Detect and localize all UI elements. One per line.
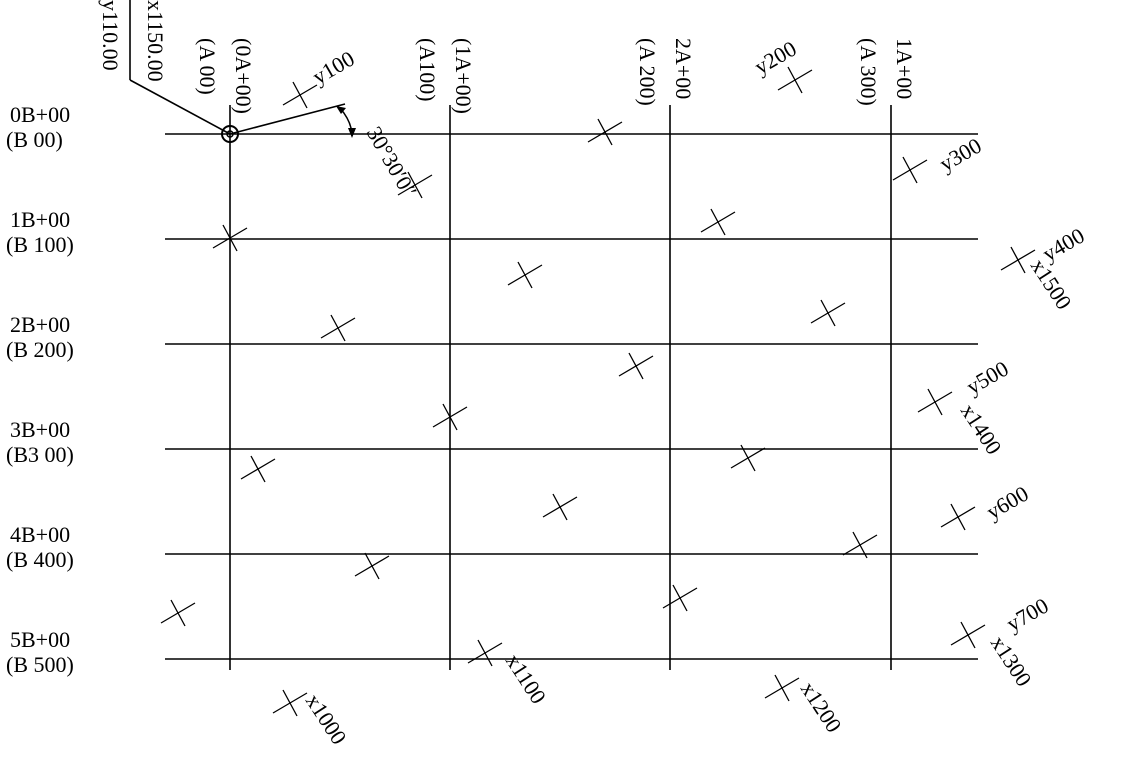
- x-label: x1400: [956, 399, 1007, 459]
- x-label: x1200: [796, 677, 847, 737]
- row-label: (B 400): [6, 547, 74, 572]
- row-station: 2B+00: [10, 312, 70, 337]
- survey-point: [618, 352, 654, 380]
- y-label: y300: [935, 133, 986, 177]
- survey-point: [950, 621, 986, 649]
- row-label: (B3 00): [6, 442, 74, 467]
- survey-point: [700, 208, 736, 236]
- y-label: y700: [1002, 593, 1053, 637]
- y-label: y500: [962, 356, 1013, 400]
- row-station: 1B+00: [10, 207, 70, 232]
- x-label: x1500: [1026, 254, 1077, 314]
- y-label: y100: [308, 46, 359, 90]
- row-station: 0B+00: [10, 102, 70, 127]
- survey-point: [212, 224, 248, 252]
- survey-point: [730, 444, 766, 472]
- y-label: y200: [750, 36, 801, 80]
- column-station: (0A+00): [231, 38, 256, 114]
- row-station: 4B+00: [10, 522, 70, 547]
- survey-point: [810, 299, 846, 327]
- x-label: x1000: [301, 689, 352, 749]
- survey-point: [507, 261, 543, 289]
- column-station: (1A+00): [451, 38, 476, 114]
- survey-point: [777, 66, 813, 94]
- survey-point: [272, 689, 308, 717]
- column-station: 2A+00: [671, 38, 696, 99]
- row-station: 3B+00: [10, 417, 70, 442]
- survey-point: [662, 584, 698, 612]
- survey-point: [282, 81, 318, 109]
- column-label: (A 00): [195, 38, 220, 95]
- survey-point: [320, 314, 356, 342]
- angle-arm: [229, 103, 346, 135]
- survey-point: [467, 639, 503, 667]
- column-label: (A100): [415, 38, 440, 102]
- survey-point: [940, 503, 976, 531]
- row-label: (B 100): [6, 232, 74, 257]
- y-label: y600: [982, 481, 1033, 525]
- row-label: (B 00): [6, 127, 63, 152]
- x-label: x1300: [986, 631, 1037, 691]
- survey-point: [587, 118, 623, 146]
- survey-point: [432, 403, 468, 431]
- origin-leader: [129, 79, 231, 135]
- survey-point: [842, 531, 878, 559]
- row-station: 5B+00: [10, 627, 70, 652]
- column-label: (A 300): [856, 38, 881, 106]
- column-station: 1A+00: [892, 38, 917, 99]
- arrow: [336, 106, 346, 114]
- survey-point: [397, 171, 433, 199]
- survey-point: [542, 493, 578, 521]
- survey-point: [160, 599, 196, 627]
- base-lines: [129, 0, 356, 143]
- column-label: (A 200): [635, 38, 660, 106]
- survey-point: [764, 674, 800, 702]
- survey-point: [1000, 246, 1036, 274]
- survey-point: [892, 156, 928, 184]
- arrow: [348, 128, 356, 138]
- survey-point: [354, 552, 390, 580]
- x-label: x1100: [501, 649, 551, 708]
- origin-y: y110.00: [98, 0, 123, 71]
- origin-x: x1150.00: [143, 0, 168, 82]
- row-label: (B 500): [6, 652, 74, 677]
- row-label: (B 200): [6, 337, 74, 362]
- survey-point: [917, 388, 953, 416]
- survey-point: [240, 455, 276, 483]
